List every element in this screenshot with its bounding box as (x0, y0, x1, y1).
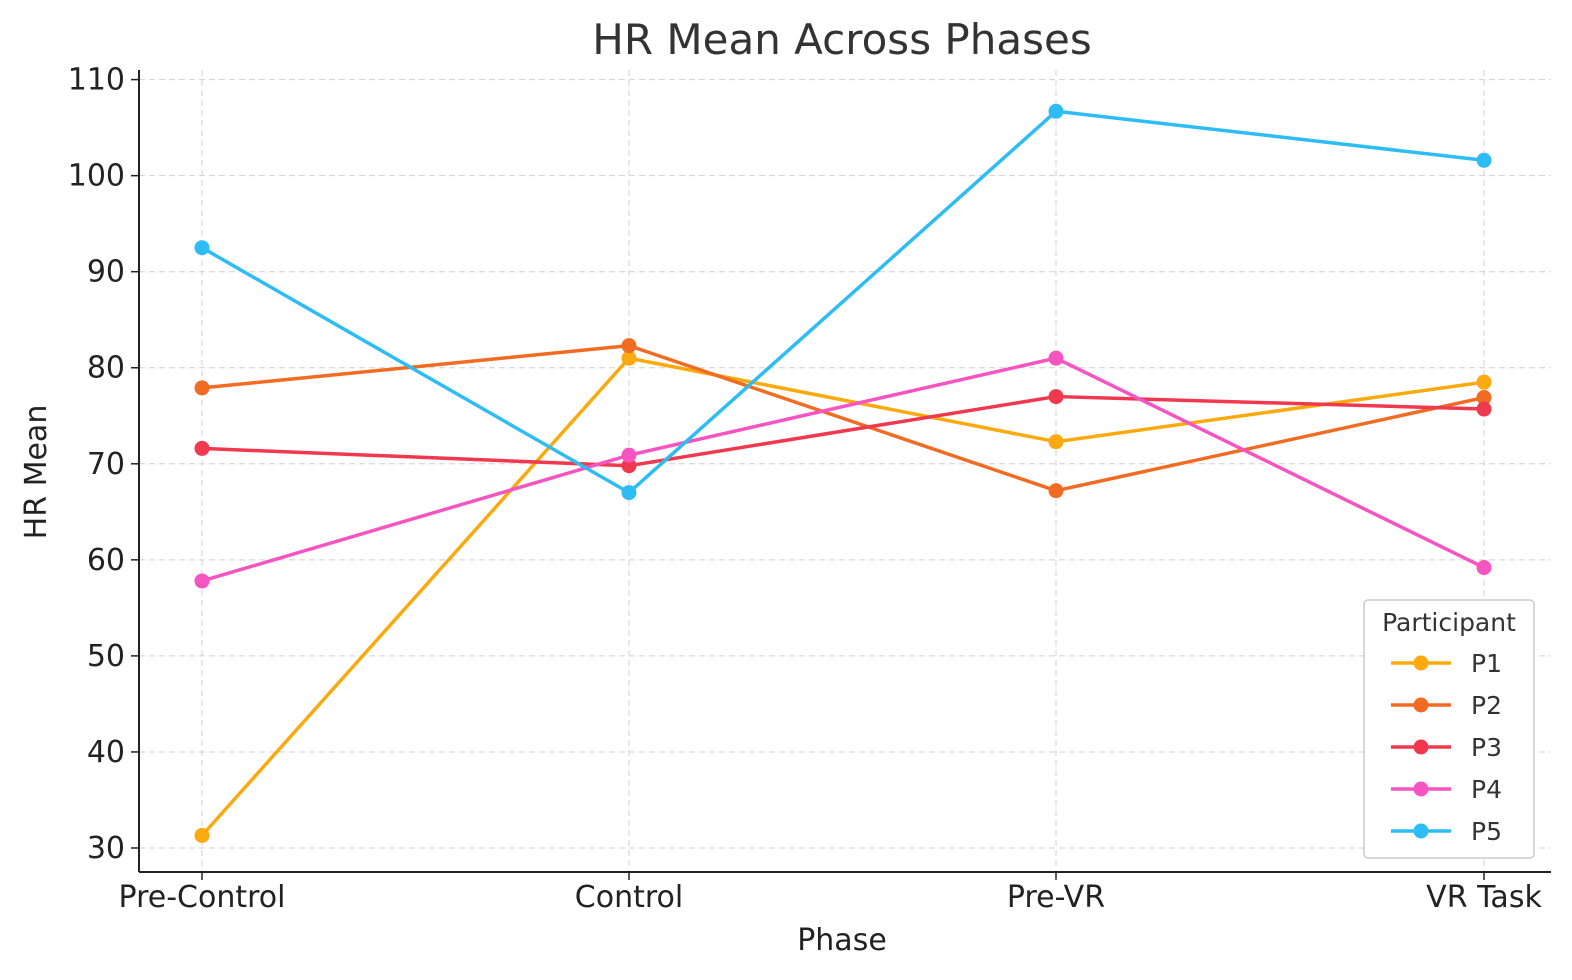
axes: 30 40 50 60 70 80 90 100 110 Pre-Control Control Pr… (68, 63, 1551, 915)
y-tick-label: 30 (87, 831, 125, 866)
data-point-p2 (194, 380, 210, 396)
data-point-p5 (1476, 152, 1492, 168)
x-tick-label: Pre-VR (1007, 880, 1105, 915)
series-p4 (194, 350, 1492, 589)
series-line-p5 (201, 109, 1485, 495)
legend-swatch-marker (1413, 823, 1429, 839)
legend-label: P4 (1471, 775, 1502, 804)
data-point-p3 (1476, 401, 1492, 417)
y-tick-label: 60 (87, 543, 125, 578)
data-point-p2 (621, 338, 637, 354)
legend-label: P5 (1471, 817, 1502, 846)
data-point-p4 (194, 573, 210, 589)
legend-item-p4: P4 (1391, 775, 1502, 804)
data-point-p2 (1476, 390, 1492, 406)
legend-swatch-marker (1413, 697, 1429, 713)
x-axis-title: Phase (797, 923, 887, 958)
legend-label: P1 (1471, 649, 1502, 678)
legend-item-p2: P2 (1391, 691, 1502, 720)
legend-label: P3 (1471, 733, 1502, 762)
legend-item-p5: P5 (1391, 817, 1502, 846)
y-tick-label: 80 (87, 351, 125, 386)
data-point-p4 (621, 447, 637, 463)
data-point-p4 (1048, 350, 1064, 366)
data-point-p1 (621, 350, 637, 366)
x-tick-label: VR Task (1426, 880, 1542, 915)
legend-swatch-marker (1413, 655, 1429, 671)
y-tick-label: 100 (68, 159, 125, 194)
series-p3 (194, 389, 1492, 474)
legend-item-p3: P3 (1391, 733, 1502, 762)
y-axis-title: HR Mean (19, 405, 54, 540)
data-point-p5 (621, 485, 637, 501)
y-tick-label: 70 (87, 447, 125, 482)
y-tick-label: 90 (87, 255, 125, 290)
series-line-p4 (201, 356, 1485, 583)
data-point-p3 (621, 458, 637, 474)
chart-title: HR Mean Across Phases (592, 15, 1091, 64)
series (194, 103, 1492, 844)
grid (139, 70, 1551, 872)
series-p2 (194, 338, 1492, 499)
y-tick-label: 110 (68, 63, 125, 98)
y-tick-label: 40 (87, 735, 125, 770)
data-point-p1 (1048, 434, 1064, 450)
legend-title: Participant (1382, 608, 1516, 637)
data-point-p2 (1048, 483, 1064, 499)
legend-label: P2 (1471, 691, 1502, 720)
legend-swatch-marker (1413, 739, 1429, 755)
legend-box (1363, 599, 1535, 859)
x-tick-label: Pre-Control (119, 880, 286, 915)
data-point-p1 (1476, 374, 1492, 390)
series-line-p1 (200, 356, 1485, 837)
y-tick-label: 50 (87, 639, 125, 674)
series-p1 (194, 350, 1492, 844)
data-point-p3 (194, 440, 210, 456)
data-point-p5 (194, 240, 210, 256)
legend-item-p1: P1 (1391, 649, 1502, 678)
data-point-p1 (194, 828, 210, 844)
legend: Participant P1 P2 P3 P4 P5 (1363, 599, 1535, 859)
x-tick-label: Control (575, 880, 683, 915)
series-line-p3 (201, 394, 1485, 468)
series-line-p2 (201, 343, 1485, 493)
legend-swatch-marker (1413, 781, 1429, 797)
data-point-p4 (1476, 560, 1492, 576)
data-point-p3 (1048, 389, 1064, 405)
data-point-p5 (1048, 103, 1064, 119)
series-p5 (194, 103, 1492, 501)
